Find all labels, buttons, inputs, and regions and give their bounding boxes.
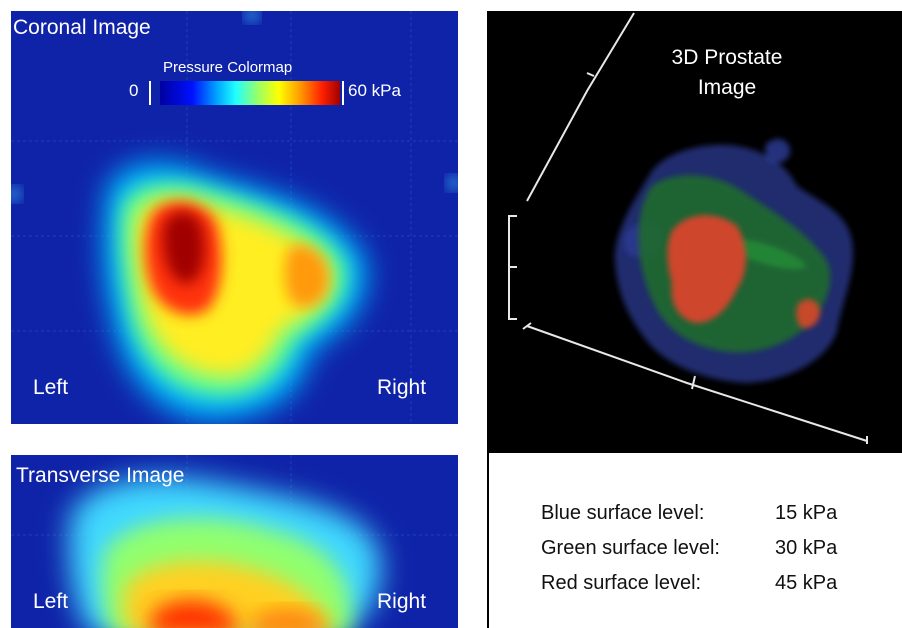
panel-separator bbox=[11, 424, 458, 455]
bounding-axes bbox=[508, 12, 868, 444]
surface-level-row-blue: Blue surface level: 15 kPa bbox=[541, 496, 875, 531]
surface-level-name: Blue surface level: bbox=[541, 502, 705, 524]
coronal-heatmap bbox=[11, 11, 458, 424]
colormap-max-label: 60 kPa bbox=[348, 81, 401, 100]
3d-title: 3D Prostate Image bbox=[637, 43, 817, 103]
3d-title-line2: Image bbox=[697, 76, 757, 99]
transverse-image-panel: Transverse Image Left Right bbox=[11, 455, 458, 628]
surface-levels-box: Blue surface level: 15 kPa Green surface… bbox=[487, 453, 902, 628]
pressure-blob bbox=[69, 477, 381, 628]
surface-level-row-green: Green surface level: 30 kPa bbox=[541, 531, 875, 566]
transverse-right-label: Right bbox=[377, 590, 427, 613]
surface-level-row-red: Red surface level: 45 kPa bbox=[541, 566, 875, 601]
colormap-title: Pressure Colormap bbox=[163, 59, 293, 76]
transverse-left-label: Left bbox=[33, 590, 69, 613]
colormap-min-label: 0 bbox=[129, 81, 139, 100]
surface-levels-list: Blue surface level: 15 kPa Green surface… bbox=[541, 496, 875, 601]
surface-level-value: 45 kPa bbox=[775, 572, 838, 594]
pressure-colorbar bbox=[160, 81, 340, 105]
coronal-left-label: Left bbox=[33, 376, 69, 399]
transverse-heatmap bbox=[11, 455, 458, 628]
transverse-title: Transverse Image bbox=[16, 464, 185, 487]
red-surface bbox=[667, 215, 821, 329]
pressure-blob bbox=[11, 11, 458, 421]
colormap-max-tick bbox=[342, 81, 344, 105]
3d-prostate-panel: 3D Prostate Image bbox=[487, 11, 902, 453]
coronal-right-label: Right bbox=[377, 376, 427, 399]
surface-level-name: Red surface level: bbox=[541, 572, 702, 594]
3d-prostate-render bbox=[508, 12, 868, 444]
surface-level-value: 30 kPa bbox=[775, 537, 838, 559]
surface-level-value: 15 kPa bbox=[775, 502, 838, 524]
coronal-image-panel: Coronal Image Pressure Colormap 0 60 kPa… bbox=[11, 11, 458, 424]
colormap-min-tick bbox=[149, 81, 151, 105]
3d-title-line1: 3D Prostate bbox=[671, 46, 783, 69]
coronal-title: Coronal Image bbox=[13, 16, 151, 39]
surface-level-name: Green surface level: bbox=[541, 537, 720, 559]
